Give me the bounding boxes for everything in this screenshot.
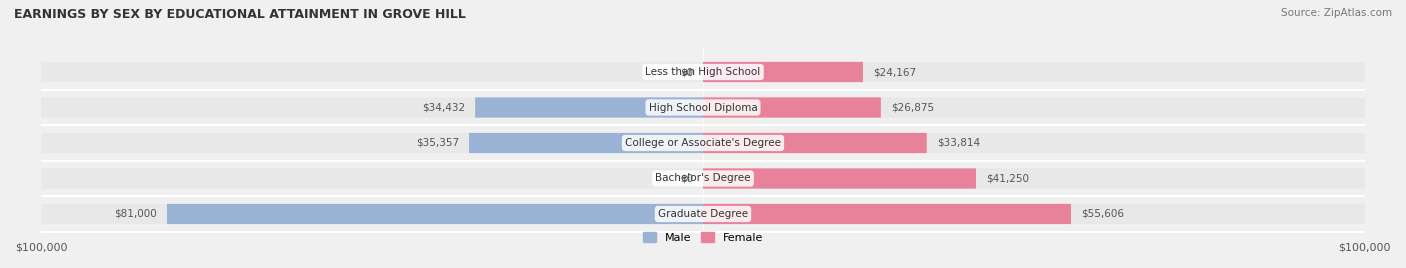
Text: $41,250: $41,250: [986, 173, 1029, 184]
Text: Source: ZipAtlas.com: Source: ZipAtlas.com: [1281, 8, 1392, 18]
Text: $0: $0: [681, 67, 693, 77]
Text: $26,875: $26,875: [891, 102, 934, 113]
FancyBboxPatch shape: [703, 133, 927, 153]
FancyBboxPatch shape: [167, 204, 703, 224]
FancyBboxPatch shape: [41, 133, 1365, 153]
Text: $24,167: $24,167: [873, 67, 915, 77]
Text: $35,357: $35,357: [416, 138, 460, 148]
FancyBboxPatch shape: [41, 97, 1365, 118]
Text: Bachelor's Degree: Bachelor's Degree: [655, 173, 751, 184]
Text: $33,814: $33,814: [936, 138, 980, 148]
FancyBboxPatch shape: [703, 97, 880, 118]
FancyBboxPatch shape: [475, 97, 703, 118]
FancyBboxPatch shape: [703, 62, 863, 82]
Text: $0: $0: [681, 173, 693, 184]
FancyBboxPatch shape: [41, 62, 1365, 82]
Text: $34,432: $34,432: [422, 102, 465, 113]
Text: Graduate Degree: Graduate Degree: [658, 209, 748, 219]
FancyBboxPatch shape: [41, 168, 1365, 189]
Legend: Male, Female: Male, Female: [643, 232, 763, 243]
FancyBboxPatch shape: [703, 168, 976, 189]
FancyBboxPatch shape: [703, 204, 1071, 224]
Text: College or Associate's Degree: College or Associate's Degree: [626, 138, 780, 148]
Text: $81,000: $81,000: [114, 209, 157, 219]
FancyBboxPatch shape: [470, 133, 703, 153]
Text: $55,606: $55,606: [1081, 209, 1123, 219]
Text: Less than High School: Less than High School: [645, 67, 761, 77]
Text: EARNINGS BY SEX BY EDUCATIONAL ATTAINMENT IN GROVE HILL: EARNINGS BY SEX BY EDUCATIONAL ATTAINMEN…: [14, 8, 465, 21]
FancyBboxPatch shape: [41, 204, 1365, 224]
Text: High School Diploma: High School Diploma: [648, 102, 758, 113]
